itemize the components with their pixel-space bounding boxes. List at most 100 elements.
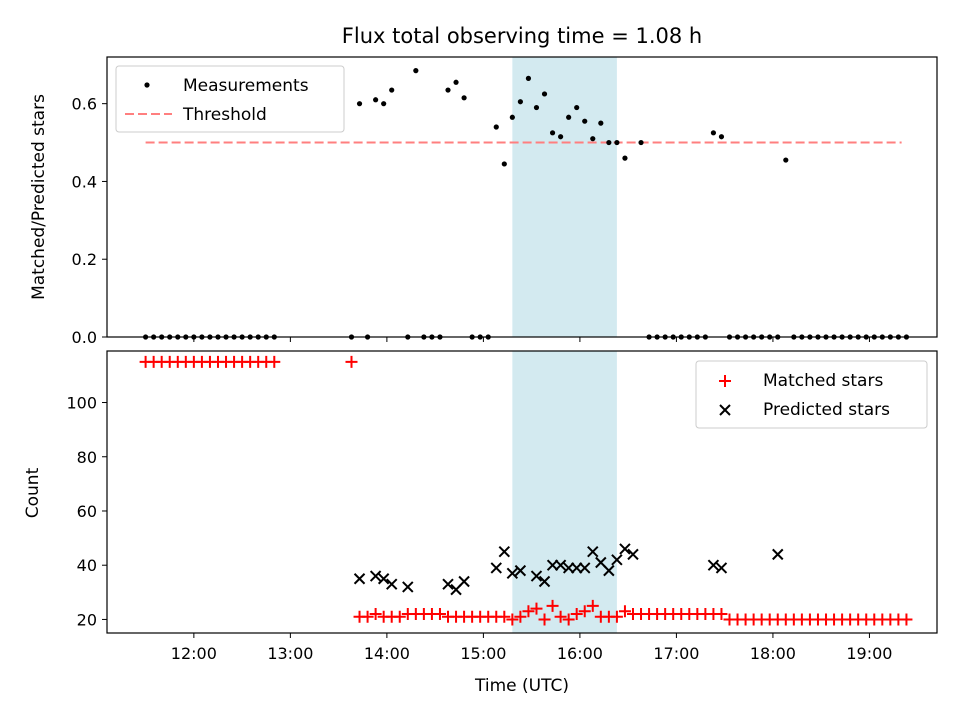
predicted-star-point	[442, 578, 454, 590]
predicted-star-point	[772, 548, 784, 561]
measurement-point	[373, 97, 379, 103]
matched-star-point	[268, 355, 281, 368]
measurement-point	[614, 139, 620, 146]
y-tick-label: 80	[77, 448, 97, 467]
y-tick-label: 0.0	[72, 328, 97, 347]
measurement-point	[606, 139, 612, 146]
top-legend: Measurements Threshold	[115, 65, 345, 133]
measurement-point	[533, 104, 540, 111]
top-panel: 0.0 0.2 0.4 0.6 Matched/Predicted stars Mea…	[29, 56, 938, 347]
matched-star-point	[578, 605, 591, 618]
x-tick-label: 15:00	[460, 644, 506, 663]
y-tick-label: 100	[66, 394, 97, 413]
top-plot-frame	[106, 56, 938, 338]
measurement-point	[356, 101, 363, 107]
measurement-point	[558, 134, 564, 140]
x-tick-label: 19:00	[846, 644, 892, 663]
bottom-panel: 20 40 60 80 100 12:00 13:00 14:00 15:00 16:00 17:…	[23, 350, 938, 696]
measurement-point	[501, 161, 507, 167]
measurement-point	[582, 118, 588, 124]
measurement-point	[509, 114, 515, 120]
measurement-point	[517, 99, 523, 105]
predicted-star-point	[402, 581, 414, 593]
matched-star-point	[393, 610, 406, 623]
matched-star-point	[530, 602, 543, 615]
matched-star-point	[506, 613, 519, 626]
matched-star-point	[546, 599, 559, 612]
matched-star-point	[345, 355, 358, 368]
predicted-star-point	[377, 573, 390, 585]
predicted-star-point	[369, 570, 382, 582]
measurement-point	[566, 114, 572, 120]
legend-measurements-marker	[144, 82, 150, 88]
y-tick-label: 0.2	[72, 250, 97, 269]
predicted-star-point	[458, 575, 470, 588]
y-tick-label: 20	[77, 610, 97, 629]
predicted-star-point	[707, 559, 720, 571]
y-tick-label: 40	[77, 556, 97, 575]
x-tick-label: 12:00	[171, 644, 217, 663]
predicted-star-point	[386, 578, 398, 590]
matched-star-point	[554, 610, 567, 623]
legend-threshold-label: Threshold	[182, 105, 267, 125]
matched-star-point	[498, 610, 511, 623]
legend-measurements-label: Measurements	[183, 76, 309, 96]
measurement-point	[574, 104, 580, 111]
x-tick-label: 18:00	[750, 644, 796, 663]
measurement-point	[389, 87, 395, 93]
measurement-point	[453, 79, 459, 85]
predicted-star-point	[627, 548, 639, 561]
predicted-star-point	[538, 575, 551, 588]
matched-star-point	[900, 613, 913, 626]
legend-matched-label: Matched stars	[763, 371, 883, 391]
matched-star-point	[562, 613, 575, 626]
chart-title: Flux total observing time = 1.08 h	[342, 24, 702, 48]
predicted-star-point	[353, 573, 366, 585]
y-tick-label: 60	[77, 502, 97, 521]
measurement-point	[718, 134, 725, 140]
predicted-star-point	[715, 562, 728, 574]
x-tick-label: 16:00	[557, 644, 603, 663]
bottom-legend-box	[695, 360, 928, 429]
matched-star-point	[369, 608, 382, 621]
predicted-star-point	[554, 559, 567, 571]
measurement-point	[525, 75, 532, 81]
predicted-star-point	[490, 562, 502, 574]
predicted-star-point	[619, 543, 631, 555]
measurement-point	[783, 157, 789, 163]
measurement-point	[710, 130, 717, 136]
matched-star-point	[361, 610, 374, 623]
matched-star-point	[715, 608, 728, 621]
predicted-star-point	[579, 562, 591, 574]
bottom-highlight-span	[512, 351, 617, 633]
measurement-point	[445, 87, 451, 93]
bottom-y-axis-label: Count	[23, 467, 43, 518]
matched-star-point	[586, 599, 599, 612]
top-highlight-span	[512, 57, 617, 337]
matched-star-point	[610, 610, 623, 623]
legend-predicted-marker	[719, 404, 731, 416]
measurement-point	[598, 120, 604, 126]
x-axis-label: Time (UTC)	[474, 676, 569, 696]
matched-star-point	[433, 608, 446, 621]
matched-star-point	[538, 613, 551, 626]
measurement-point	[381, 101, 387, 107]
legend-predicted-label: Predicted stars	[763, 400, 890, 420]
legend-matched-marker	[719, 375, 731, 387]
predicted-star-point	[603, 564, 615, 577]
measurement-point	[549, 130, 556, 136]
matched-star-point	[514, 610, 527, 623]
measurement-point	[461, 95, 467, 101]
predicted-star-point	[506, 567, 519, 580]
y-tick-label: 0.6	[72, 95, 97, 114]
predicted-star-point	[530, 570, 543, 582]
bottom-plot-frame	[106, 350, 938, 634]
x-tick-label: 17:00	[653, 644, 699, 663]
predicted-star-point	[587, 545, 599, 558]
y-tick-label: 0.4	[72, 172, 97, 191]
top-legend-box	[115, 65, 345, 133]
measurement-point	[638, 139, 644, 146]
measurement-point	[413, 68, 419, 74]
measurement-point	[493, 124, 499, 130]
